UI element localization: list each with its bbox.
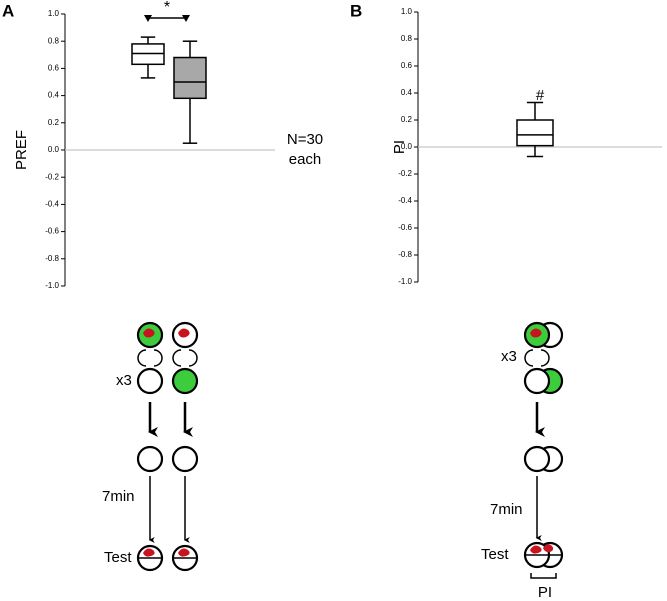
repeat-label: x3 — [116, 372, 132, 389]
y-tick-label: 0.4 — [48, 91, 60, 100]
diagram-b: x3 7min Test PI — [481, 321, 564, 601]
y-tick-label: -1.0 — [45, 281, 59, 290]
delay-label: 7min — [490, 501, 523, 518]
y-axis-label: PI — [391, 140, 408, 154]
annotation: each — [289, 151, 322, 168]
y-tick-label: 0.4 — [401, 88, 413, 97]
y-tick-label: 0.0 — [48, 145, 60, 154]
y-tick-label: 0.2 — [401, 115, 413, 124]
panel-label: A — [2, 1, 14, 20]
bracket-arrow — [144, 15, 152, 22]
panel-label: B — [350, 1, 362, 20]
annotation: N=30 — [287, 131, 323, 148]
y-axis-label: PREF — [13, 130, 30, 170]
y-tick-label: -0.6 — [398, 223, 412, 232]
test-label: Test — [104, 549, 132, 566]
y-tick-label: 0.0 — [401, 142, 413, 151]
y-tick-label: -1.0 — [398, 277, 412, 286]
y-tick-label: -0.2 — [398, 169, 412, 178]
y-tick-label: -0.4 — [45, 200, 59, 209]
y-tick-label: 1.0 — [401, 7, 413, 16]
test-label: Test — [481, 546, 509, 563]
box — [173, 56, 207, 100]
annotation: # — [536, 87, 545, 104]
y-tick-label: 1.0 — [48, 9, 60, 18]
delay-label: 7min — [102, 488, 135, 505]
annotation: * — [164, 0, 170, 16]
y-tick-label: -0.6 — [45, 227, 59, 236]
y-tick-label: 0.2 — [48, 118, 60, 127]
bracket-arrow — [182, 15, 190, 22]
y-tick-label: -0.8 — [45, 254, 59, 263]
box — [516, 119, 554, 147]
y-tick-label: -0.2 — [45, 172, 59, 181]
diagram-a: x3 7min Test — [102, 321, 199, 572]
repeat-label: x3 — [501, 348, 517, 365]
index-label: PI — [538, 584, 552, 601]
y-tick-label: 0.8 — [48, 36, 60, 45]
y-tick-label: -0.8 — [398, 250, 412, 259]
y-tick-label: -0.4 — [398, 196, 412, 205]
y-tick-label: 0.8 — [401, 34, 413, 43]
y-tick-label: 0.6 — [401, 61, 413, 70]
y-tick-label: 0.6 — [48, 64, 60, 73]
